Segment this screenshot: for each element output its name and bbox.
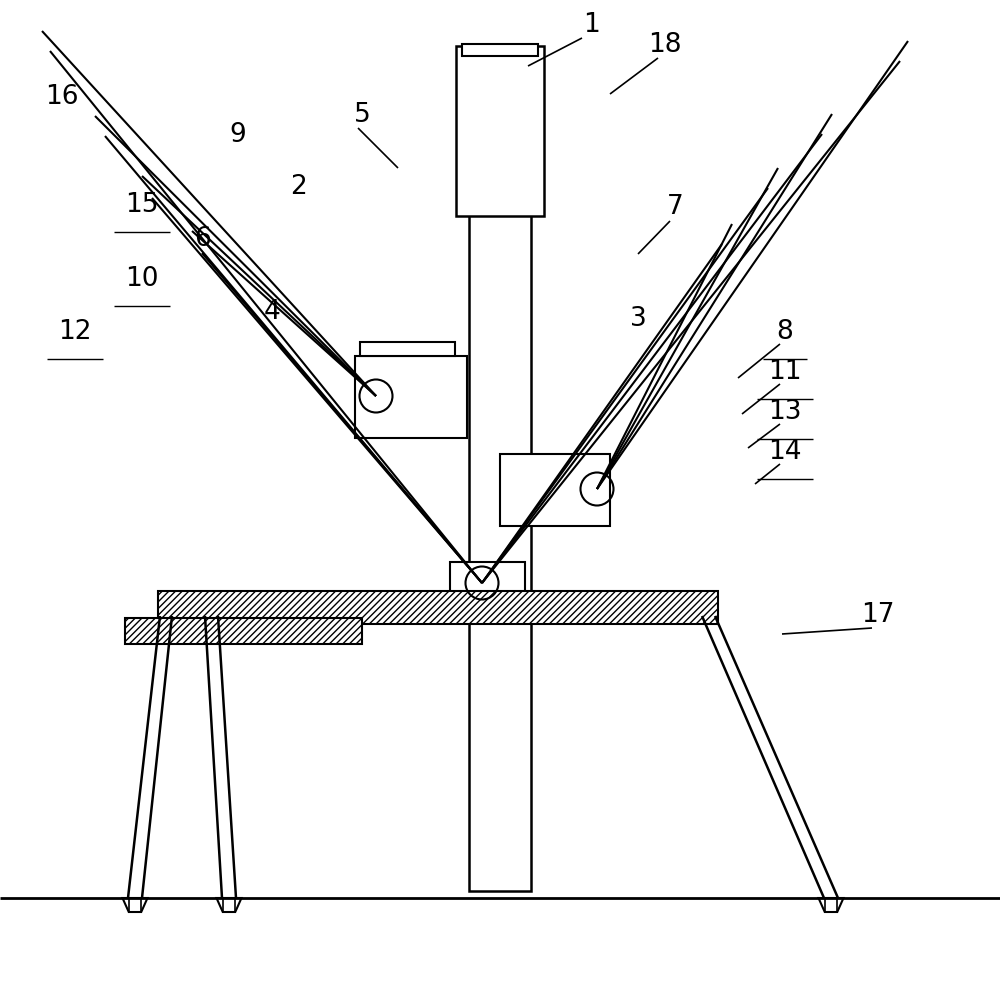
Text: 2: 2 xyxy=(290,174,306,200)
Text: 18: 18 xyxy=(648,32,682,58)
Text: 14: 14 xyxy=(768,439,802,464)
Bar xyxy=(500,455,610,527)
Bar xyxy=(360,343,455,357)
Bar xyxy=(125,618,362,644)
Text: 16: 16 xyxy=(45,84,79,109)
Text: 6: 6 xyxy=(194,226,210,251)
Text: 11: 11 xyxy=(768,359,802,385)
Bar xyxy=(158,592,718,624)
Polygon shape xyxy=(818,898,844,912)
Bar xyxy=(355,357,467,439)
Text: 7: 7 xyxy=(667,194,683,220)
Bar xyxy=(450,562,525,604)
Text: 1: 1 xyxy=(584,12,600,38)
Text: 13: 13 xyxy=(768,398,802,425)
Text: 4: 4 xyxy=(264,299,280,324)
Bar xyxy=(462,45,538,57)
Text: 12: 12 xyxy=(58,318,92,345)
Polygon shape xyxy=(123,898,148,912)
Text: 9: 9 xyxy=(230,122,246,148)
Polygon shape xyxy=(216,898,242,912)
Bar xyxy=(469,47,531,891)
Text: 10: 10 xyxy=(125,266,159,292)
Bar xyxy=(456,47,544,217)
Text: 3: 3 xyxy=(630,306,646,331)
Text: 5: 5 xyxy=(354,102,370,128)
Text: 15: 15 xyxy=(125,192,159,218)
Text: 8: 8 xyxy=(777,318,793,345)
Text: 17: 17 xyxy=(861,601,895,627)
